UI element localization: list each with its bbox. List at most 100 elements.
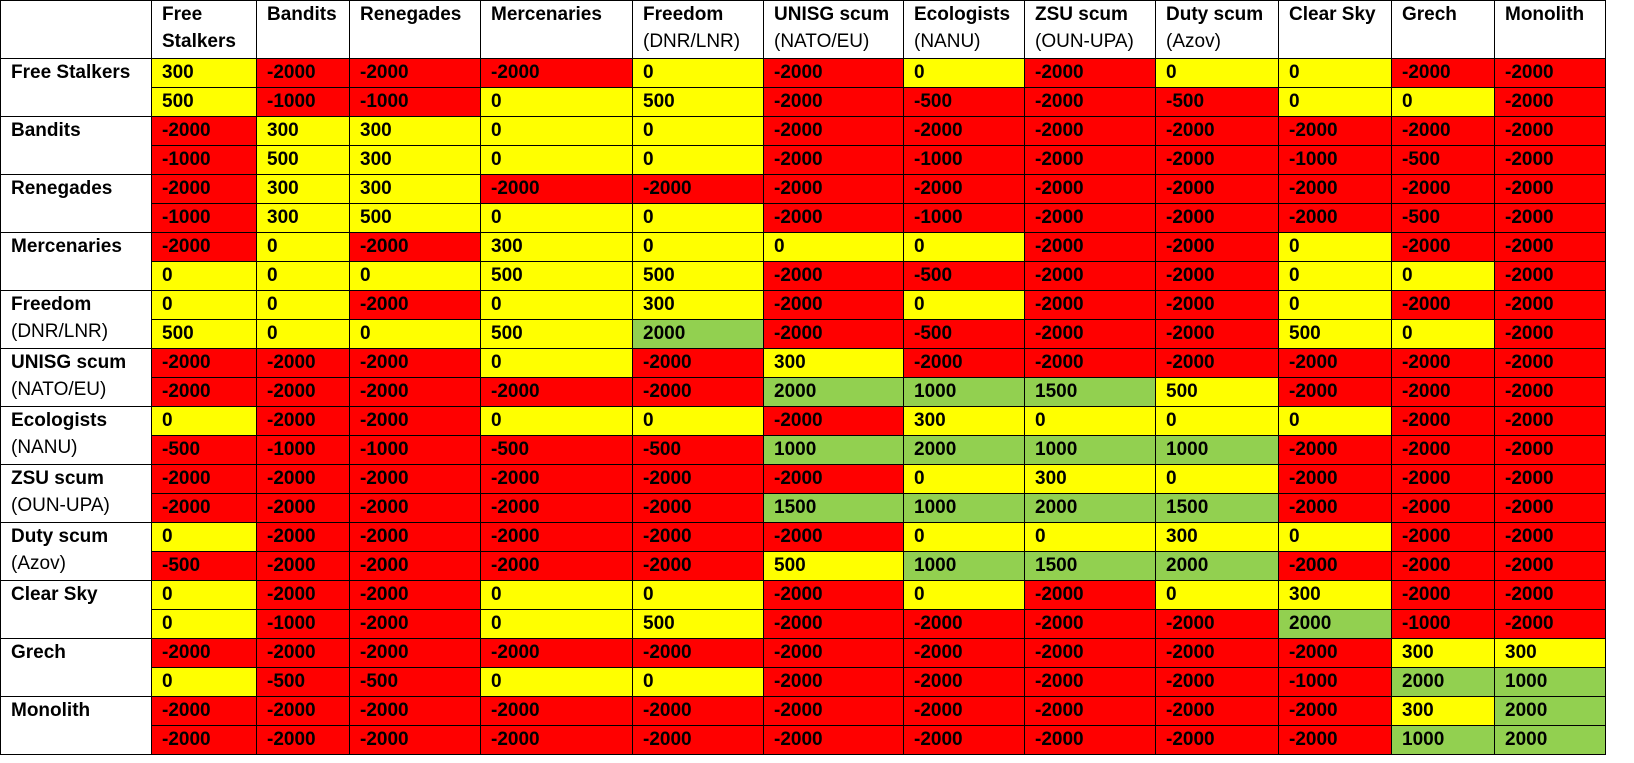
table-row: Bandits -2000 300 300 0 0 -2000 -2000 -2000 -2000… bbox=[0, 116, 1606, 175]
relation-value-cell: 2000 bbox=[903, 435, 1025, 465]
column-header-unisg-scum-nato-eu: UNISG scum (NATO/EU) bbox=[763, 0, 904, 59]
table-header: Free Stalkers Bandits Renegades Mercenaries F… bbox=[0, 0, 1606, 59]
relation-value-cell: -2000 bbox=[1278, 377, 1392, 407]
row-header-bandits: Bandits bbox=[0, 116, 152, 175]
row-header-line-2: (OUN-UPA) bbox=[11, 495, 110, 516]
relation-value-cell: 500 bbox=[151, 87, 257, 117]
relation-value-cell: -500 bbox=[903, 87, 1025, 117]
relation-value-cell: -2000 bbox=[763, 145, 904, 175]
relation-value-cell: -2000 bbox=[1155, 609, 1279, 639]
row-header-line-2: (NANU) bbox=[11, 437, 78, 458]
relation-value-cell: -2000 bbox=[1278, 203, 1392, 233]
column-header-duty-scum-azov: Duty scum (Azov) bbox=[1155, 0, 1279, 59]
column-header-ecologists-nanu: Ecologists (NANU) bbox=[903, 0, 1025, 59]
relation-value-cell: -2000 bbox=[1024, 667, 1156, 697]
relation-value-cell: -2000 bbox=[1494, 319, 1606, 349]
relation-value-cell: -2000 bbox=[903, 638, 1025, 668]
relation-value-cell: 0 bbox=[1391, 87, 1495, 117]
relation-value-cell: 0 bbox=[1278, 232, 1392, 262]
relation-value-cell: 0 bbox=[903, 464, 1025, 494]
relation-value-cell: -2000 bbox=[349, 348, 481, 378]
relation-value-cell: 0 bbox=[151, 609, 257, 639]
relation-value-cell: 300 bbox=[1494, 638, 1606, 668]
relation-value-cell: -2000 bbox=[1494, 261, 1606, 291]
table-row: 500 -1000 -1000 0 500 -2000 -500 -2000 -500 0 0 -20… bbox=[1, 87, 1606, 117]
row-header-line-2: (Azov) bbox=[11, 553, 66, 574]
relation-value-cell: -2000 bbox=[1494, 87, 1606, 117]
relation-value-cell: -2000 bbox=[480, 377, 633, 407]
relation-value-cell: -2000 bbox=[151, 174, 257, 204]
relation-value-cell: -2000 bbox=[1024, 174, 1156, 204]
relation-value-cell: -2000 bbox=[763, 87, 904, 117]
corner-cell bbox=[0, 0, 152, 59]
relation-value-cell: -2000 bbox=[349, 290, 481, 320]
relation-value-cell: -2000 bbox=[1024, 203, 1156, 233]
column-header-row: Free Stalkers Bandits Renegades Mercenaries F… bbox=[0, 0, 1606, 59]
relation-value-cell: -2000 bbox=[1391, 522, 1495, 552]
relation-value-cell: -2000 bbox=[1155, 261, 1279, 291]
row-header-line-1: Grech bbox=[11, 642, 66, 663]
table-row: Clear Sky 0 -2000 -2000 0 0 -2000 0 -2000 0 300 -20… bbox=[0, 580, 1606, 639]
relation-value-cell: -2000 bbox=[1494, 464, 1606, 494]
table-row: -1000 500 300 0 0 -2000 -1000 -2000 -2000 -1000 -5… bbox=[1, 145, 1606, 175]
relation-value-cell: -2000 bbox=[1391, 232, 1495, 262]
relation-value-cell: 500 bbox=[632, 261, 764, 291]
row-header-line-1: Renegades bbox=[11, 178, 113, 199]
relation-value-cell: 300 bbox=[1278, 580, 1392, 610]
relation-value-cell: -2000 bbox=[1024, 725, 1156, 755]
relation-value-cell: -2000 bbox=[632, 696, 764, 726]
relation-value-cell: 0 bbox=[632, 58, 764, 88]
relation-value-cell: -2000 bbox=[763, 406, 904, 436]
row-header-line-1: Freedom bbox=[11, 294, 92, 315]
relation-value-cell: 1500 bbox=[1024, 377, 1156, 407]
relation-value-cell: -2000 bbox=[151, 116, 257, 146]
relation-value-cell: -2000 bbox=[763, 116, 904, 146]
relation-value-cell: 300 bbox=[349, 174, 481, 204]
relation-value-cell: -2000 bbox=[1024, 290, 1156, 320]
relation-value-cell: -2000 bbox=[1391, 493, 1495, 523]
relation-value-cell: -2000 bbox=[480, 638, 633, 668]
relation-value-cell: 2000 bbox=[1494, 696, 1606, 726]
row-header-clear-sky: Clear Sky bbox=[0, 580, 152, 639]
relation-value-cell: -2000 bbox=[349, 232, 481, 262]
relation-value-cell: -2000 bbox=[349, 493, 481, 523]
row-header-line-1: Clear Sky bbox=[11, 584, 98, 605]
table-row: Renegades -2000 300 300 -2000 -2000 -2000 -2000… bbox=[0, 174, 1606, 233]
relation-value-cell: -2000 bbox=[1024, 696, 1156, 726]
relation-value-cell: -2000 bbox=[1391, 174, 1495, 204]
relation-value-cell: -2000 bbox=[1494, 580, 1606, 610]
relation-value-cell: 0 bbox=[1155, 406, 1279, 436]
relation-value-cell: -2000 bbox=[632, 464, 764, 494]
relation-value-cell: -2000 bbox=[1278, 435, 1392, 465]
relation-value-cell: -2000 bbox=[256, 406, 350, 436]
relation-value-cell: 0 bbox=[151, 261, 257, 291]
relation-value-cell: 2000 bbox=[1155, 551, 1279, 581]
relation-value-cell: 300 bbox=[1155, 522, 1279, 552]
row-header-line-2: (NATO/EU) bbox=[11, 379, 107, 400]
relation-value-cell: 300 bbox=[763, 348, 904, 378]
relation-value-cell: -2000 bbox=[632, 522, 764, 552]
relation-value-cell: 500 bbox=[632, 87, 764, 117]
relation-value-cell: 0 bbox=[151, 290, 257, 320]
column-header-line-1: Monolith bbox=[1505, 4, 1585, 25]
table-row: -2000 -2000 -2000 -2000 -2000 2000 1000 1500 500… bbox=[1, 377, 1606, 407]
relation-value-cell: 0 bbox=[480, 116, 633, 146]
table-row: 0 0 0 500 500 -2000 -500 -2000 -2000 0 0 -2000 bbox=[1, 261, 1606, 291]
relation-value-cell: -2000 bbox=[1494, 609, 1606, 639]
relation-value-cell: -2000 bbox=[1278, 348, 1392, 378]
relation-value-cell: 300 bbox=[349, 145, 481, 175]
relation-value-cell: -2000 bbox=[1155, 638, 1279, 668]
relation-value-cell: -2000 bbox=[480, 551, 633, 581]
relation-value-cell: -2000 bbox=[151, 377, 257, 407]
relation-value-cell: -2000 bbox=[151, 638, 257, 668]
relation-value-cell: -2000 bbox=[256, 464, 350, 494]
relation-value-cell: 0 bbox=[151, 522, 257, 552]
relation-value-cell: 0 bbox=[632, 145, 764, 175]
relation-value-cell: -2000 bbox=[349, 725, 481, 755]
relation-value-cell: -2000 bbox=[903, 174, 1025, 204]
relation-value-cell: 1000 bbox=[1024, 435, 1156, 465]
relation-value-cell: 0 bbox=[632, 203, 764, 233]
relation-value-cell: 0 bbox=[151, 667, 257, 697]
relation-value-cell: 0 bbox=[1155, 464, 1279, 494]
relation-value-cell: 0 bbox=[480, 290, 633, 320]
